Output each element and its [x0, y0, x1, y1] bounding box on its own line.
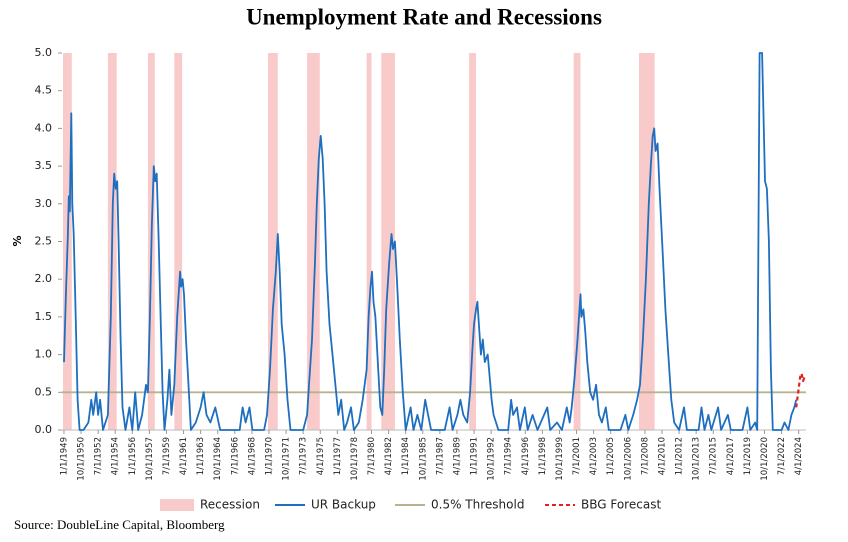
x-tick-label: 7/1/1973	[299, 437, 309, 475]
x-tick-label: 4/1/1996	[521, 437, 531, 475]
x-tick-label: 1/1/1956	[128, 437, 138, 475]
series-line	[63, 52, 798, 431]
x-tick-label: 1/1/1991	[470, 437, 480, 475]
x-tick-label: 10/1/1978	[350, 437, 360, 481]
x-tick-label: 4/1/2003	[589, 437, 599, 475]
y-tick-label: 3.5	[35, 159, 53, 172]
x-tick-label: 7/1/1966	[230, 437, 240, 475]
x-tick-label: 4/1/1989	[452, 437, 462, 475]
x-tick-label: 4/1/1968	[247, 437, 257, 475]
x-tick-label: 1/1/2005	[606, 437, 616, 475]
recession-band	[366, 53, 372, 430]
y-tick-label: 1.0	[35, 348, 53, 361]
y-tick-label: 0.0	[35, 423, 53, 436]
x-tick-label: 1/1/1963	[196, 437, 206, 475]
series-line	[795, 372, 806, 408]
source-note: Source: DoubleLine Capital, Bloomberg	[14, 517, 225, 532]
chart-title: Unemployment Rate and Recessions	[246, 4, 602, 29]
x-tick-label: 4/1/1961	[179, 437, 189, 475]
x-tick-label: 4/1/2010	[657, 437, 667, 475]
x-tick-label: 7/1/1980	[367, 437, 377, 475]
legend-label: 0.5% Threshold	[431, 498, 524, 512]
x-tick-label: 4/1/1975	[316, 437, 326, 475]
legend-label: Recession	[200, 498, 260, 512]
y-tick-label: 1.5	[35, 310, 53, 323]
y-axis-label: %	[11, 235, 24, 246]
y-tick-label: 4.0	[35, 121, 53, 134]
y-tick-label: 2.5	[35, 235, 53, 248]
x-tick-label: 7/1/1952	[94, 437, 104, 475]
x-tick-label: 10/1/1964	[213, 437, 223, 481]
x-tick-label: 1/1/1977	[333, 437, 343, 475]
x-tick-label: 10/1/1992	[487, 437, 497, 481]
x-tick-label: 7/1/1959	[162, 437, 172, 475]
y-tick-label: 0.5	[35, 385, 53, 398]
x-tick-label: 7/1/2001	[572, 437, 582, 475]
legend-swatch	[160, 499, 194, 511]
x-tick-label: 1/1/1984	[401, 437, 411, 475]
x-tick-label: 10/1/1999	[555, 437, 565, 481]
y-tick-label: 4.5	[35, 84, 53, 97]
recession-band	[268, 53, 278, 430]
x-tick-label: 7/1/2015	[709, 437, 719, 475]
x-tick-label: 1/1/2019	[743, 437, 753, 475]
y-tick-label: 3.0	[35, 197, 53, 210]
x-tick-label: 7/1/1987	[435, 437, 445, 475]
x-tick-label: 10/1/1985	[418, 437, 428, 481]
y-tick-label: 5.0	[35, 46, 53, 59]
x-tick-label: 10/1/1950	[77, 437, 87, 481]
x-tick-label: 4/1/2017	[726, 437, 736, 475]
x-tick-label: 10/1/2013	[692, 437, 702, 481]
x-tick-label: 4/1/1954	[111, 437, 121, 475]
recession-band	[174, 53, 183, 430]
x-tick-label: 7/1/1994	[504, 437, 514, 475]
x-tick-label: 4/1/1982	[384, 437, 394, 475]
x-tick-label: 1/1/2012	[675, 437, 685, 475]
x-tick-label: 7/1/2008	[640, 437, 650, 475]
x-tick-label: 1/1/1970	[264, 437, 274, 475]
y-tick-label: 2.0	[35, 272, 53, 285]
recession-band	[307, 53, 320, 430]
x-tick-label: 1/1/1998	[538, 437, 548, 475]
x-tick-label: 10/1/2006	[623, 437, 633, 481]
recession-band	[573, 53, 581, 430]
x-tick-label: 4/1/2024	[794, 437, 804, 475]
legend-label: UR Backup	[311, 498, 376, 512]
x-tick-label: 7/1/2022	[777, 437, 787, 475]
x-tick-label: 1/1/1949	[59, 437, 69, 475]
legend-label: BBG Forecast	[581, 498, 661, 512]
x-tick-label: 10/1/1957	[145, 437, 155, 481]
recession-band	[469, 53, 476, 430]
x-tick-label: 10/1/2020	[760, 437, 770, 481]
x-tick-label: 10/1/1971	[282, 437, 292, 481]
